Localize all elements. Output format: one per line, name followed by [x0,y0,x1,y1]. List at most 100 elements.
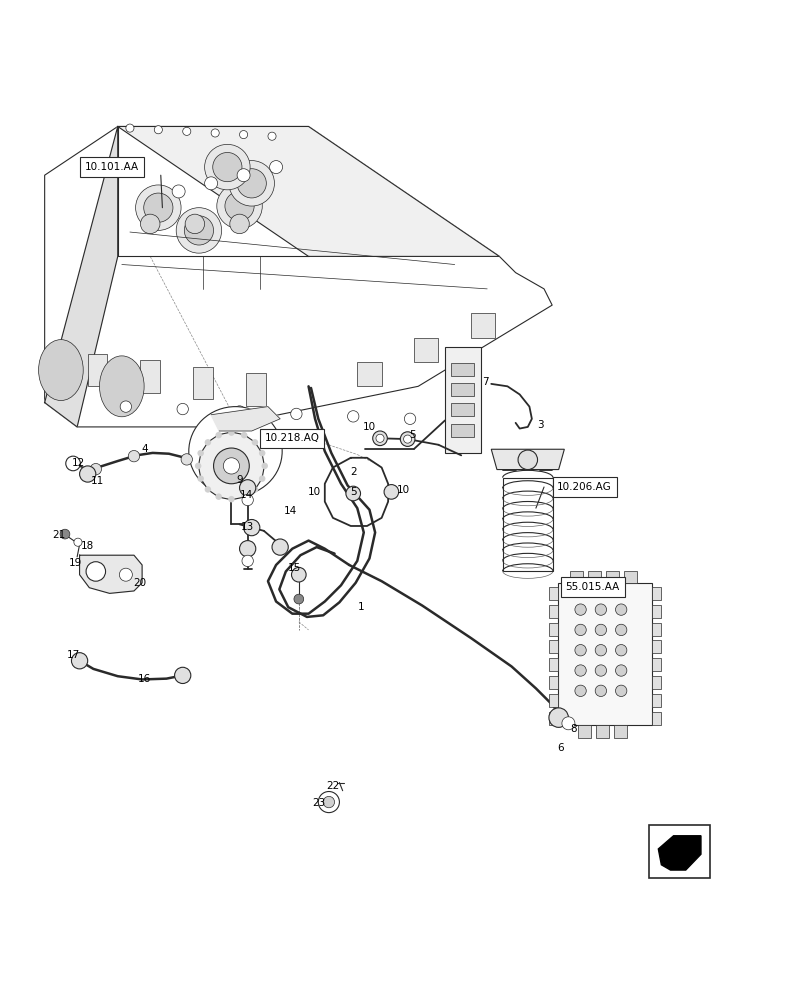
Circle shape [177,403,188,415]
Circle shape [237,169,266,198]
Circle shape [517,450,537,470]
Bar [502,478,552,571]
Circle shape [119,568,132,581]
Text: 16: 16 [138,674,151,684]
Circle shape [615,624,626,636]
Circle shape [403,435,411,443]
Circle shape [548,708,568,727]
Circle shape [128,450,139,462]
Bar [613,725,626,738]
Bar [623,571,636,583]
Circle shape [230,214,249,234]
Text: 8: 8 [569,724,576,734]
Text: 19: 19 [69,558,82,568]
Text: 6: 6 [556,743,563,753]
Text: 10: 10 [363,422,375,432]
Circle shape [251,439,258,446]
Bar [577,725,590,738]
Circle shape [213,448,249,484]
Circle shape [217,183,262,229]
Bar [650,676,660,689]
Circle shape [241,493,247,500]
Text: 55.015.AA: 55.015.AA [565,582,619,592]
Circle shape [86,562,105,581]
Circle shape [181,454,192,465]
Circle shape [574,604,586,615]
Bar [548,640,558,653]
Circle shape [204,486,211,493]
Polygon shape [491,449,564,470]
Text: 10.101.AA: 10.101.AA [85,162,139,172]
Text: 17: 17 [67,650,79,660]
Bar [650,712,660,725]
Circle shape [144,193,173,222]
Bar [548,694,558,707]
FancyBboxPatch shape [560,577,624,597]
Circle shape [269,161,282,174]
Circle shape [135,185,181,230]
Text: 11: 11 [91,476,104,486]
Circle shape [239,480,255,496]
Circle shape [79,466,96,482]
Bar [650,658,660,671]
Circle shape [204,439,211,446]
Circle shape [182,127,191,135]
Text: 18: 18 [81,541,94,551]
Circle shape [234,406,245,417]
Ellipse shape [188,407,281,496]
Text: 9: 9 [236,475,242,485]
Circle shape [176,208,221,253]
Bar [451,403,474,416]
Circle shape [211,129,219,137]
Circle shape [223,458,239,474]
Circle shape [594,685,606,697]
Polygon shape [658,836,700,870]
Circle shape [174,667,191,684]
Circle shape [561,717,574,730]
Bar [587,571,600,583]
Bar [451,363,474,376]
Text: 12: 12 [72,458,85,468]
Text: 15: 15 [287,563,300,573]
Circle shape [225,191,254,221]
Circle shape [140,214,160,234]
Circle shape [372,431,387,446]
Circle shape [574,645,586,656]
Circle shape [228,496,234,502]
Circle shape [261,463,268,469]
Bar [650,623,660,636]
Bar [548,712,558,725]
Circle shape [154,126,162,134]
Bar [650,640,660,653]
Bar [650,605,660,618]
Circle shape [243,519,260,536]
Bar [414,338,438,362]
Circle shape [594,624,606,636]
Circle shape [384,485,398,499]
Circle shape [375,434,384,442]
Text: 22: 22 [326,781,339,791]
Bar [558,583,650,725]
Circle shape [400,432,414,446]
Circle shape [347,411,358,422]
Text: 14: 14 [239,490,252,500]
Text: 10: 10 [307,487,320,497]
Text: 20: 20 [133,578,146,588]
Circle shape [215,432,221,438]
Bar [649,825,709,878]
Text: 5: 5 [409,430,415,440]
Circle shape [120,401,131,412]
Circle shape [241,432,247,438]
Circle shape [259,475,265,482]
Circle shape [239,131,247,139]
Circle shape [259,450,265,456]
Circle shape [195,463,201,469]
Circle shape [268,132,276,140]
Text: 4: 4 [141,444,148,454]
Circle shape [239,541,255,557]
Circle shape [574,624,586,636]
Circle shape [71,653,88,669]
Bar [451,424,474,437]
Text: 1: 1 [358,602,364,612]
Text: 3: 3 [536,420,543,430]
